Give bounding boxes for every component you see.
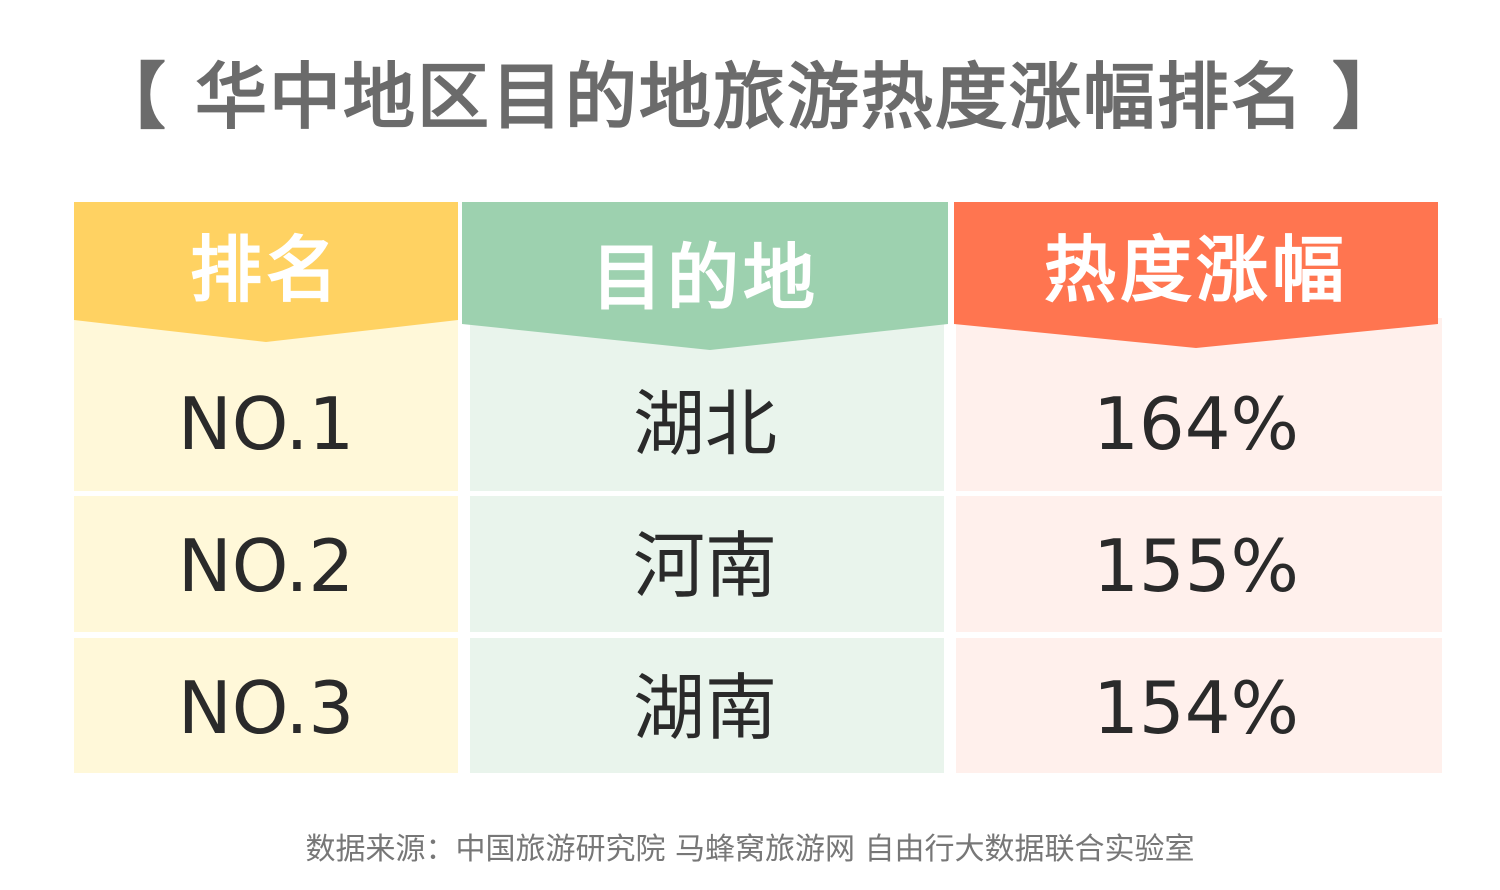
destination-cell: 河南	[632, 524, 777, 608]
heat-header: 热度涨幅	[954, 202, 1442, 352]
destination-header-bg	[462, 202, 948, 350]
destination-cell-bg	[470, 638, 944, 773]
destination-column: 目的地 湖北河南湖南	[462, 202, 948, 773]
rank-cell-bg	[74, 496, 458, 632]
heat-cell: 155%	[1093, 524, 1299, 608]
destination-header: 目的地	[462, 202, 948, 352]
rank-header-label: 排名	[189, 228, 342, 312]
data-source-note: 数据来源：中国旅游研究院 马蜂窝旅游网 自由行大数据联合实验室	[305, 832, 1195, 867]
chart-title: 【 华中地区目的地旅游热度涨幅排名 】	[93, 55, 1407, 139]
rank-cell-bg	[74, 638, 458, 773]
heat-column: 热度涨幅 164% 155% 154%	[954, 202, 1442, 773]
heat-header-shape	[954, 202, 1442, 352]
destination-header-shape	[462, 202, 948, 352]
rank-column: 排名 NO.1 NO.2 NO.3	[74, 202, 458, 773]
heat-cell-bg	[956, 638, 1442, 773]
destination-cell-bg	[470, 496, 944, 632]
rank-cell: NO.3	[177, 666, 355, 750]
rank-cell: NO.2	[177, 524, 355, 608]
destination-cell: 湖北	[632, 382, 777, 466]
heat-header-label: 热度涨幅	[1043, 228, 1348, 312]
rank-header: 排名	[74, 202, 458, 352]
rank-header-bg	[74, 202, 458, 342]
destination-cell: 湖南	[632, 666, 777, 750]
rank-header-shape	[74, 202, 458, 352]
heat-cell-bg	[956, 496, 1442, 632]
destination-header-label: 目的地	[590, 236, 819, 320]
heat-cell: 164%	[1093, 382, 1299, 466]
heat-cell: 154%	[1093, 666, 1299, 750]
rank-cell: NO.1	[177, 382, 355, 466]
heat-header-bg	[954, 202, 1438, 348]
